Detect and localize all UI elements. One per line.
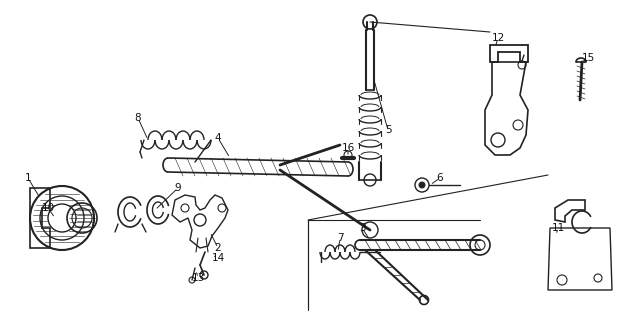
- Text: 1: 1: [25, 173, 32, 183]
- Text: 14: 14: [212, 253, 225, 263]
- Text: 2: 2: [215, 243, 221, 253]
- Text: 8: 8: [135, 113, 141, 123]
- Text: 5: 5: [385, 125, 391, 135]
- Text: 3: 3: [358, 223, 365, 233]
- Text: 16: 16: [341, 143, 355, 153]
- Text: 7: 7: [336, 233, 343, 243]
- Text: 4: 4: [215, 133, 221, 143]
- Text: 11: 11: [551, 223, 564, 233]
- Circle shape: [419, 182, 425, 188]
- Text: 10: 10: [42, 203, 55, 213]
- Text: 6: 6: [437, 173, 444, 183]
- Text: 13: 13: [192, 273, 205, 283]
- Text: 9: 9: [175, 183, 181, 193]
- Text: 12: 12: [491, 33, 505, 43]
- Text: 15: 15: [581, 53, 595, 63]
